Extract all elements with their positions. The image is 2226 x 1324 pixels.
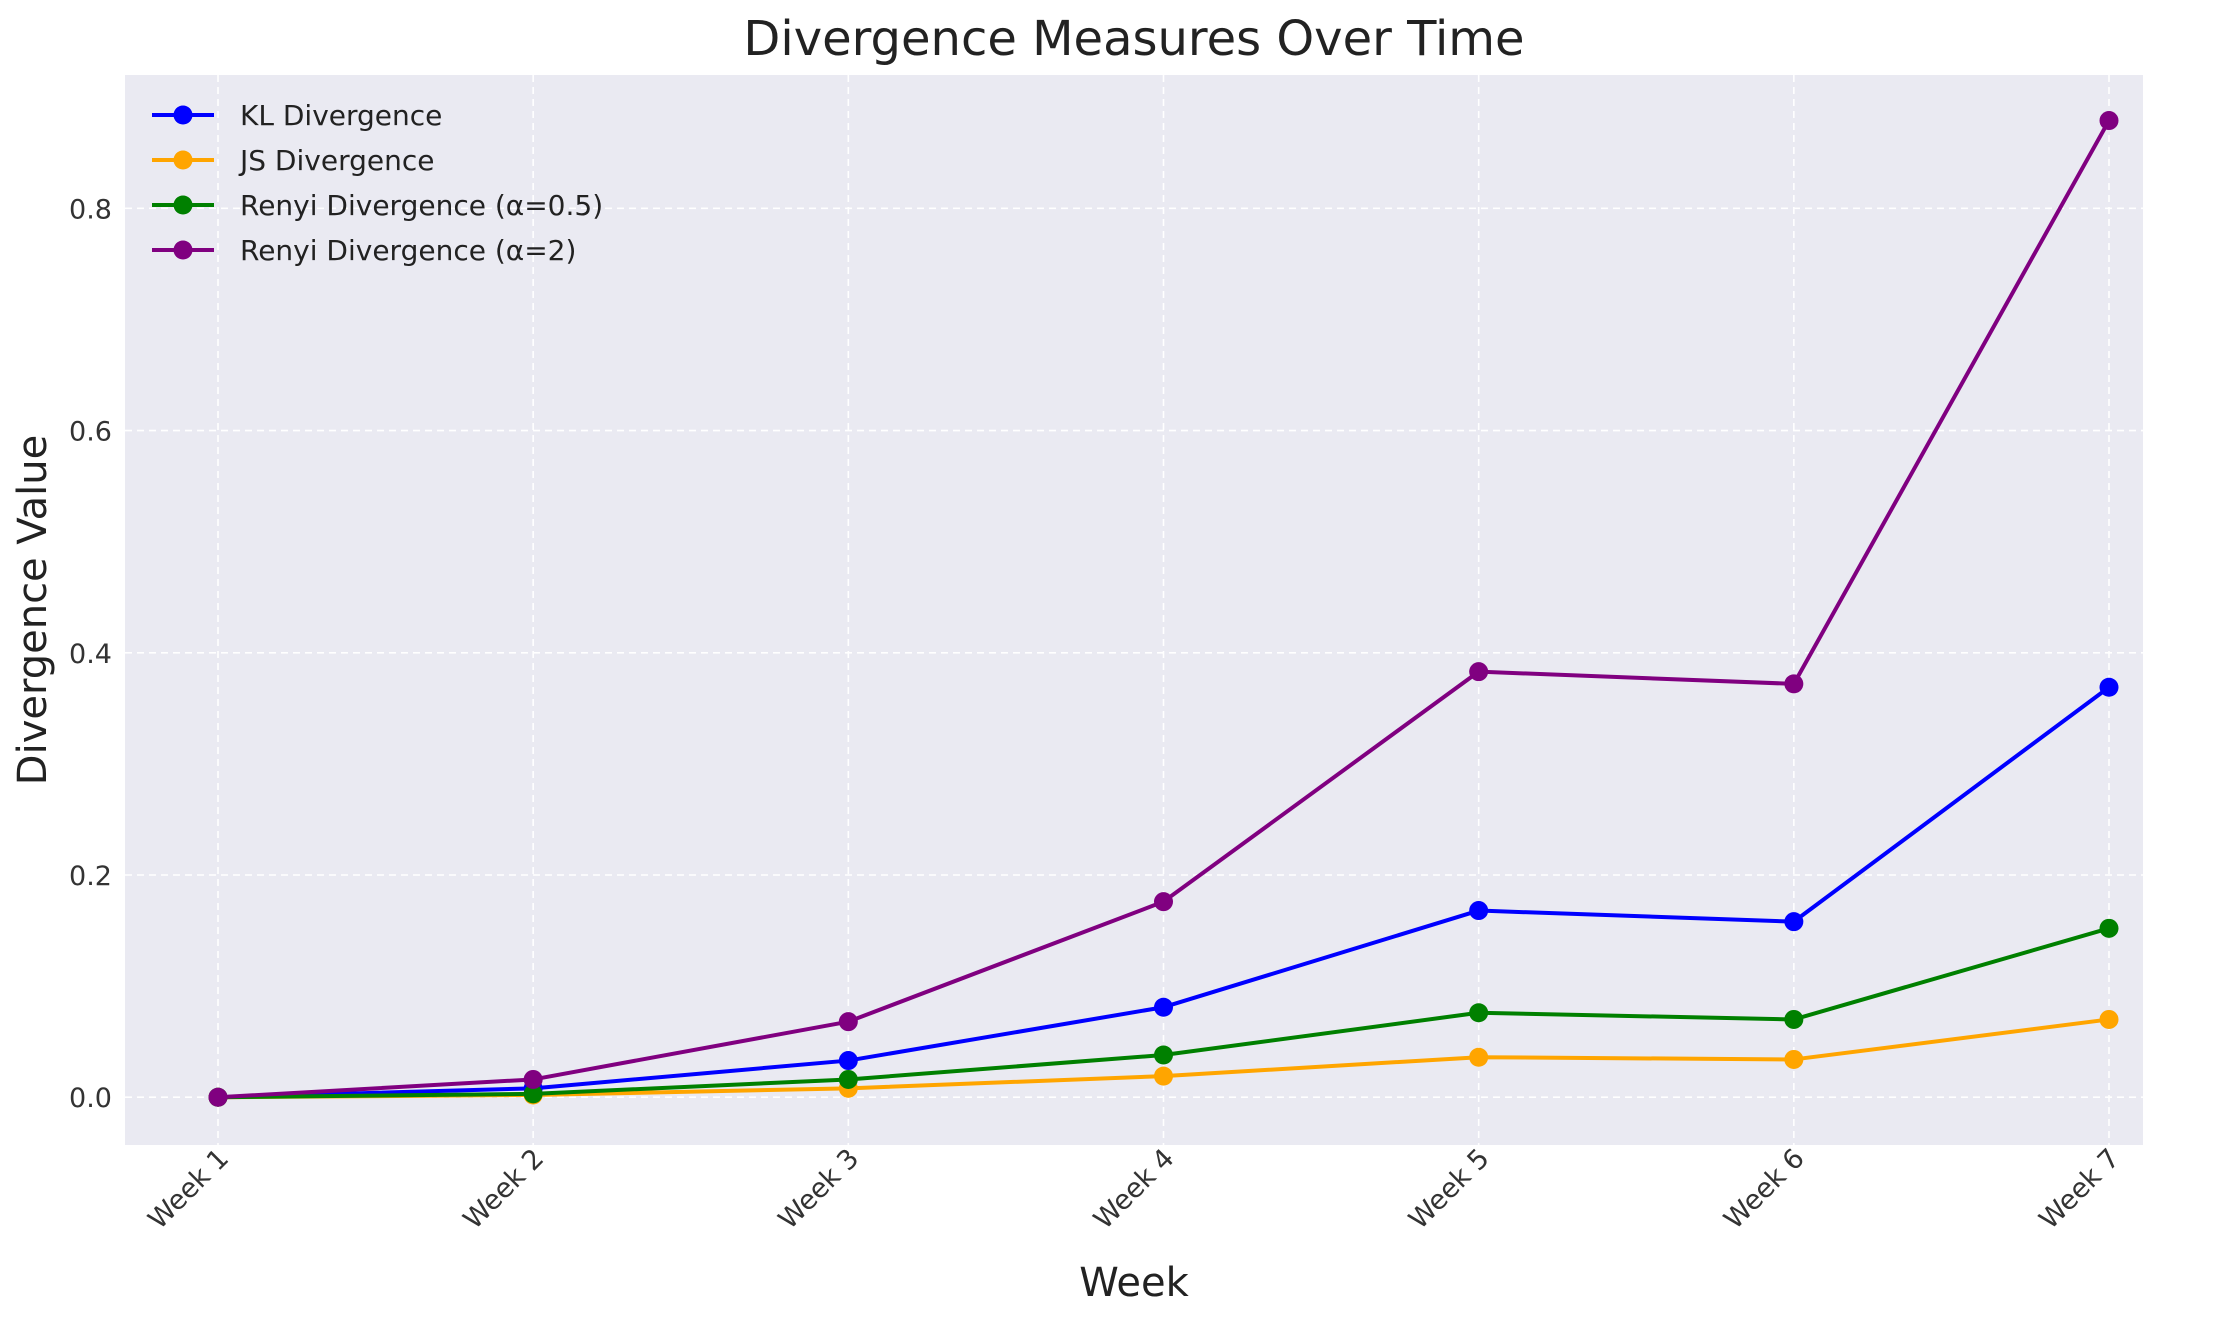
data-point: [1784, 1009, 1804, 1029]
series-group: [208, 918, 2119, 1107]
data-point: [1469, 662, 1489, 682]
data-point: [838, 1051, 858, 1071]
legend-label: Renyi Divergence (α=0.5): [240, 189, 603, 222]
y-tick-label: 0.8: [69, 194, 112, 225]
legend-marker: [173, 195, 193, 215]
series-layer: [208, 111, 2119, 1107]
y-tick-label: 0.2: [69, 861, 112, 892]
legend-marker: [173, 105, 193, 125]
x-tick-label: Week 7: [2034, 1143, 2126, 1235]
data-point: [1784, 912, 1804, 932]
legend-label: KL Divergence: [240, 99, 442, 132]
plot-background: [125, 75, 2143, 1145]
grid-lines: [125, 75, 2143, 1145]
data-point: [1154, 1066, 1173, 1086]
legend-item: JS Divergence: [152, 144, 434, 177]
data-point: [2099, 677, 2119, 697]
y-axis-ticks: 0.0 0.2 0.4 0.6 0.8: [69, 194, 112, 1114]
x-tick-label: Week 6: [1718, 1143, 1810, 1235]
y-tick-label: 0.0: [69, 1083, 112, 1114]
data-point: [1469, 1047, 1489, 1067]
x-tick-label: Week 4: [1088, 1143, 1180, 1235]
data-point: [1469, 1003, 1489, 1023]
legend-marker: [173, 240, 193, 260]
y-axis-title: Divergence Value: [10, 435, 56, 785]
legend-item: Renyi Divergence (α=0.5): [152, 189, 603, 222]
legend-marker: [173, 150, 193, 170]
data-point: [1784, 1049, 1804, 1069]
x-axis-ticks: Week 1 Week 2 Week 3 Week 4 Week 5 Week 6 Week…: [143, 1143, 2126, 1235]
x-tick-label: Week 2: [458, 1143, 550, 1235]
legend-label: Renyi Divergence (α=2): [240, 234, 576, 267]
x-tick-label: Week 1: [143, 1143, 235, 1235]
y-tick-label: 0.4: [69, 639, 112, 670]
x-axis-title: Week: [1079, 1260, 1189, 1306]
x-tick-label: Week 5: [1403, 1143, 1495, 1235]
data-point: [208, 1087, 228, 1107]
data-point: [838, 1069, 858, 1089]
data-point: [2099, 111, 2119, 131]
legend: KL Divergence JS Divergence Renyi Divergen…: [152, 99, 603, 267]
legend-item: Renyi Divergence (α=2): [152, 234, 576, 267]
data-point: [2099, 918, 2119, 938]
data-point: [1154, 1045, 1173, 1065]
data-point: [2099, 1009, 2119, 1029]
data-point: [1784, 674, 1804, 694]
data-point: [1154, 997, 1173, 1017]
y-tick-label: 0.6: [69, 417, 112, 448]
legend-item: KL Divergence: [152, 99, 442, 132]
data-point: [1469, 901, 1489, 921]
data-point: [838, 1012, 858, 1032]
data-point: [523, 1084, 543, 1104]
data-point: [523, 1069, 543, 1089]
data-point: [1154, 892, 1173, 912]
legend-label: JS Divergence: [238, 144, 434, 177]
chart-title: Divergence Measures Over Time: [743, 11, 1524, 67]
series-group: [208, 111, 2119, 1107]
x-tick-label: Week 3: [773, 1143, 865, 1235]
